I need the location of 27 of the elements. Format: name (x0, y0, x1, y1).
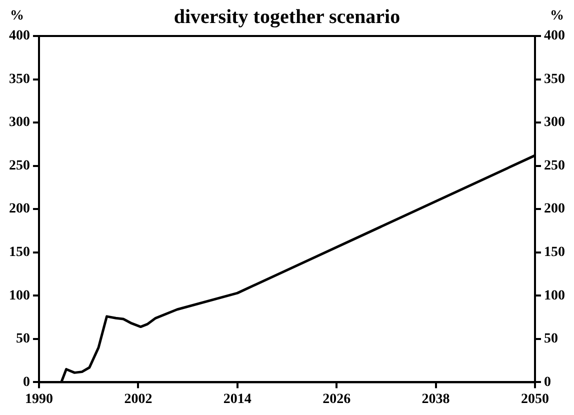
y-tick-label: 250 (9, 158, 30, 174)
x-tick-label: 1990 (25, 392, 53, 408)
y-axis-title: % (10, 8, 24, 24)
y-tick-label: 150 (9, 244, 30, 260)
x-tick-label: 2026 (322, 392, 351, 408)
y-tick-label: 50 (16, 332, 30, 347)
x-tick-label: 2038 (422, 392, 450, 408)
y-tick-label: 300 (9, 115, 30, 130)
y2-tick-label: 400 (544, 28, 565, 44)
y2-tick-label: 200 (544, 202, 565, 217)
y-tick-label: 400 (9, 28, 30, 44)
y2-tick-label: 0 (544, 374, 551, 390)
y-tick-label: 200 (9, 202, 30, 217)
y2-axis-title: % (550, 8, 564, 24)
y2-tick-label: 350 (544, 72, 565, 87)
y2-tick-label: 150 (544, 244, 565, 260)
x-tick-label: 2002 (124, 392, 152, 408)
y2-tick-label: 300 (544, 115, 565, 130)
x-tick-label: 2014 (223, 392, 252, 408)
chart-title: diversity together scenario (174, 6, 400, 28)
y2-tick-label: 100 (544, 288, 565, 304)
y-tick-label: 350 (9, 72, 30, 87)
x-tick-label: 2050 (521, 392, 549, 408)
y-tick-label: 100 (9, 288, 30, 304)
y2-tick-label: 250 (544, 158, 565, 174)
y-tick-label: 0 (23, 374, 30, 390)
y2-tick-label: 50 (544, 332, 558, 347)
